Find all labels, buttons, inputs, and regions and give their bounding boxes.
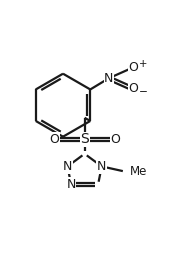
Text: S: S [80, 132, 89, 147]
Text: O: O [49, 133, 59, 146]
Text: O: O [110, 133, 120, 146]
Text: N: N [63, 160, 72, 173]
Text: O: O [128, 61, 138, 74]
Text: N: N [66, 178, 76, 191]
Text: N: N [97, 160, 106, 173]
Text: −: − [139, 87, 148, 97]
Text: Me: Me [130, 165, 147, 178]
Text: N: N [104, 72, 114, 85]
Text: +: + [139, 59, 147, 69]
Text: O: O [128, 83, 138, 96]
